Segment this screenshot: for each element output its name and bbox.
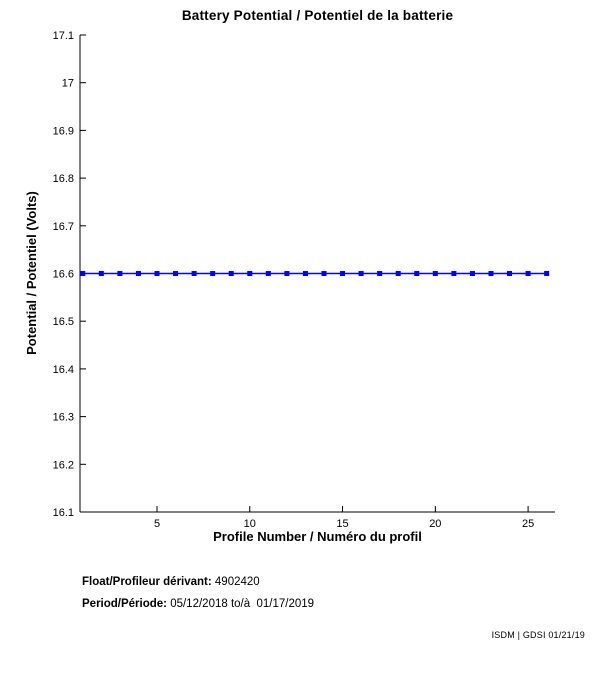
period-value: 05/12/2018 to/à 01/17/2019 (167, 598, 315, 610)
footer: Float/Profileur dérivant: 4902420 Period… (82, 576, 314, 620)
data-marker (191, 271, 197, 276)
data-marker (432, 271, 438, 276)
data-marker (395, 271, 401, 276)
data-marker (340, 271, 346, 276)
data-marker (173, 271, 179, 276)
x-tick-label: 10 (244, 518, 256, 530)
data-marker (117, 271, 123, 276)
x-tick-label: 20 (429, 518, 441, 530)
plot-area: 16.1 16.2 16.3 16.4 16.5 16.6 16.7 16.8 16.9 17 17… (53, 30, 555, 530)
data-marker (228, 271, 234, 276)
y-tick-label: 17.1 (53, 30, 74, 42)
data-marker (544, 271, 550, 276)
data-marker (98, 271, 104, 276)
y-tick-label: 16.4 (53, 364, 74, 376)
data-marker (507, 271, 513, 276)
y-tick-label: 16.2 (53, 459, 74, 471)
data-marker (265, 271, 271, 276)
y-tick-label: 16.9 (53, 125, 74, 137)
float-id-line: Float/Profileur dérivant: 4902420 (82, 576, 314, 588)
data-marker (414, 271, 420, 276)
x-tick-label: 15 (336, 518, 348, 530)
data-marker (469, 271, 475, 276)
data-marker (135, 271, 141, 276)
x-tick-label: 5 (154, 518, 160, 530)
source-stamp: ISDM | GDSI 01/21/19 (491, 630, 585, 640)
data-marker (321, 271, 327, 276)
data-marker (302, 271, 308, 276)
y-tick-label: 16.6 (53, 269, 74, 281)
float-id-label: Float/Profileur dérivant: (82, 576, 212, 588)
y-tick-label: 16.7 (53, 221, 74, 233)
data-marker (210, 271, 216, 276)
y-tick-label: 16.3 (53, 412, 74, 424)
x-axis-label: Profile Number / Numéro du profil (213, 529, 422, 544)
data-marker (284, 271, 290, 276)
data-marker (358, 271, 364, 276)
chart-title: Battery Potential / Potentiel de la batt… (181, 8, 454, 23)
y-tick-label: 16.5 (53, 316, 74, 328)
data-marker (80, 271, 86, 276)
x-tick-label: 25 (522, 518, 534, 530)
data-marker (451, 271, 457, 276)
y-tick-label: 16.1 (53, 507, 74, 519)
data-marker (247, 271, 253, 276)
float-id-value: 4902420 (211, 576, 260, 588)
y-tick-label: 16.8 (53, 173, 74, 185)
y-tick-label: 17 (62, 78, 74, 90)
data-marker (525, 271, 531, 276)
data-marker (488, 271, 494, 276)
period-label: Period/Période: (82, 598, 167, 610)
period-line: Period/Période: 05/12/2018 to/à 01/17/20… (82, 598, 314, 610)
data-marker (377, 271, 383, 276)
data-marker (154, 271, 160, 276)
